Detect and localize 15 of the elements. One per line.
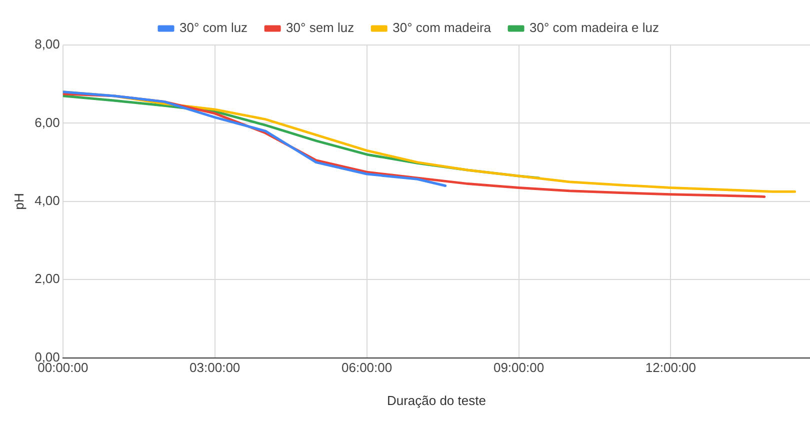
- x-tick-label: 03:00:00: [190, 360, 240, 376]
- x-tick-label: 09:00:00: [493, 360, 544, 376]
- legend-label: 30° com madeira: [392, 20, 492, 36]
- x-axis-title: Duração do teste: [386, 392, 486, 408]
- legend-label: 30° sem luz: [286, 20, 354, 36]
- y-tick-label: 0,00: [34, 349, 60, 364]
- y-tick-label: 8,00: [34, 36, 60, 52]
- y-axis-title: pH: [11, 193, 26, 210]
- x-tick-label: 06:00:00: [342, 360, 392, 376]
- y-tick-label: 6,00: [34, 114, 60, 130]
- x-tick-label: 12:00:00: [645, 360, 696, 376]
- legend-label: 30° com madeira e luz: [530, 20, 660, 36]
- y-tick-label: 2,00: [34, 271, 60, 286]
- y-tick-label: 4,00: [34, 192, 60, 208]
- legend-label: 30° com luz: [179, 20, 248, 36]
